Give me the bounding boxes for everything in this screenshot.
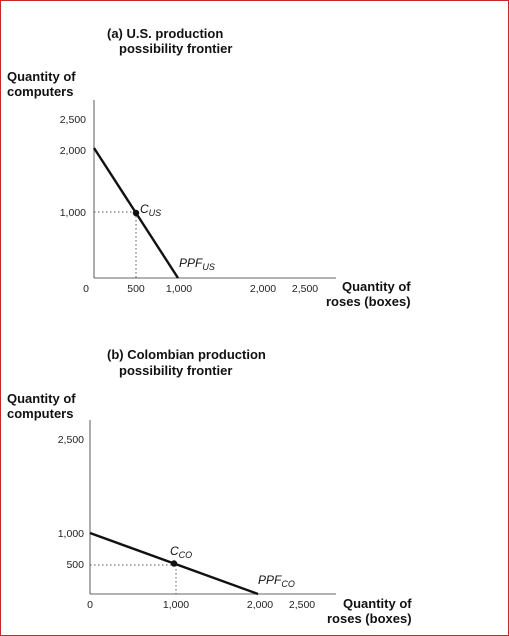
y-tick-label: 1,000 <box>60 207 86 219</box>
y-axis-label-line1: Quantity of <box>7 391 76 406</box>
y-tick-label: 2,500 <box>58 434 84 446</box>
y-axis-label-line2: computers <box>7 406 73 421</box>
x-axis-label-line1: Quantity of <box>343 596 412 611</box>
chart-title: (a) U.S. production <box>107 26 223 41</box>
x-tick-label: 2,000 <box>247 599 273 611</box>
chart-colombia: (b) Colombian production possibility fro… <box>7 347 412 626</box>
x-tick-label: 2,500 <box>292 283 318 295</box>
series-label-ppf-co: PPFCO <box>258 573 295 589</box>
x-axis-label-line2: roses (boxes) <box>327 611 412 626</box>
y-tick-label: 2,500 <box>60 114 86 126</box>
chart-subtitle: possibility frontier <box>119 363 232 378</box>
x-tick-label: 500 <box>127 283 145 295</box>
y-tick-label: 1,000 <box>58 528 84 540</box>
y-tick-label: 500 <box>66 559 84 571</box>
x-tick-label: 1,000 <box>163 599 189 611</box>
point-label-c-us: CUS <box>140 202 161 218</box>
series-label-ppf-us: PPFUS <box>179 256 215 272</box>
chart-title: (b) Colombian production <box>107 347 266 362</box>
x-tick-label: 0 <box>87 599 93 611</box>
point-c-us <box>132 209 140 217</box>
x-axis-label-line2: roses (boxes) <box>326 294 411 309</box>
y-axis-label-line1: Quantity of <box>7 69 76 84</box>
point-c-co <box>170 560 178 567</box>
y-tick-label: 2,000 <box>60 145 86 157</box>
x-tick-label: 0 <box>83 283 89 295</box>
x-tick-label: 2,000 <box>250 283 276 295</box>
y-axis-label-line2: computers <box>7 84 73 99</box>
x-axis-label-line1: Quantity of <box>342 279 411 294</box>
chart-subtitle: possibility frontier <box>119 41 232 56</box>
chart-us: (a) U.S. production possibility frontier… <box>7 26 411 309</box>
x-tick-label: 1,000 <box>166 283 192 295</box>
point-label-c-co: CCO <box>170 544 192 560</box>
x-tick-label: 2,500 <box>289 599 315 611</box>
